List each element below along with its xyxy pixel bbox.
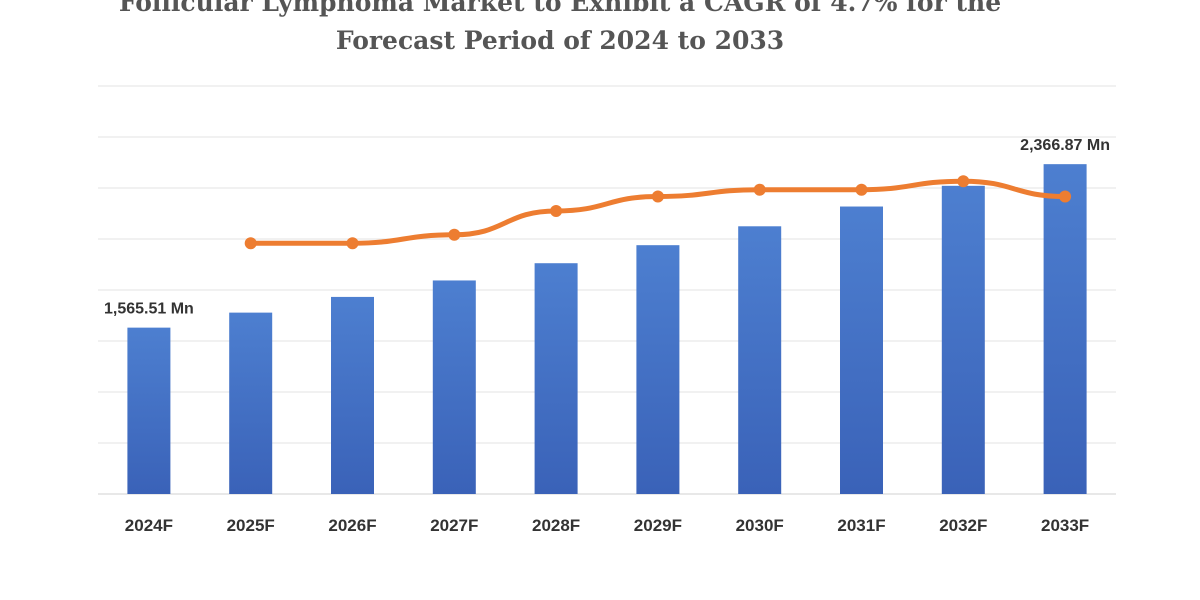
chart-title-line-1: Follicular Lymphoma Market to Exhibit a … <box>118 0 1002 17</box>
x-tick-label: 2027F <box>430 516 478 535</box>
x-tick-label: 2029F <box>634 516 682 535</box>
data-label-2033F: 2,366.87 Mn <box>1020 137 1110 154</box>
x-tick-label: 2031F <box>837 516 885 535</box>
line-point-2029F <box>651 190 664 203</box>
line-point-2033F <box>1059 190 1072 203</box>
x-tick-label: 2026F <box>328 516 376 535</box>
bar-2033F <box>1043 164 1087 495</box>
line-point-2025F <box>244 237 257 250</box>
line-point-2030F <box>753 183 766 196</box>
data-label-2024F: 1,565.51 Mn <box>104 301 194 318</box>
line-point-2031F <box>855 183 868 196</box>
bar-2032F <box>941 185 985 494</box>
x-tick-label: 2024F <box>125 516 173 535</box>
line-point-2027F <box>448 228 461 241</box>
bar-2027F <box>432 280 476 494</box>
bar-2030F <box>738 226 782 494</box>
x-tick-label: 2033F <box>1041 516 1089 535</box>
bar-2024F <box>127 327 171 494</box>
bar-2031F <box>840 206 883 494</box>
bar-2025F <box>229 312 273 494</box>
x-tick-label: 2032F <box>939 516 987 535</box>
chart-title-line-2: Forecast Period of 2024 to 2033 <box>335 26 785 55</box>
bar-2028F <box>534 263 578 494</box>
x-tick-label: 2028F <box>532 516 580 535</box>
x-tick-label: 2025F <box>227 516 275 535</box>
line-point-2032F <box>957 175 970 188</box>
x-tick-label: 2030F <box>736 516 784 535</box>
bar-2029F <box>636 245 680 494</box>
line-point-2028F <box>550 204 563 217</box>
line-point-2026F <box>346 237 359 250</box>
bar-2026F <box>331 296 374 494</box>
